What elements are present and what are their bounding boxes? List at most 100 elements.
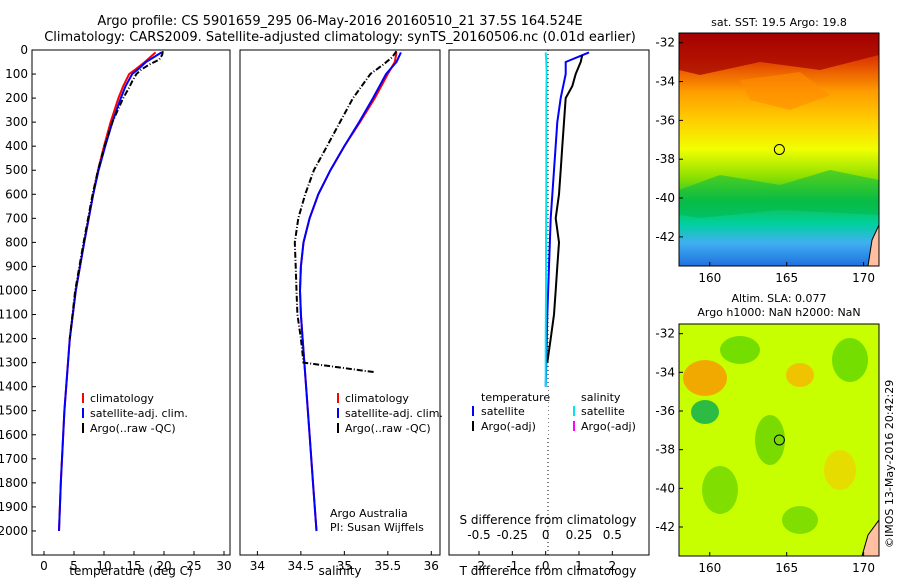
legend-swatch-sal-sat	[573, 406, 575, 416]
x-tick-label: 34	[250, 559, 265, 573]
depth-tick-label: 1700	[0, 452, 28, 466]
legend-swatch-satellite	[82, 408, 84, 418]
top-x-tick-label: -0.5	[467, 528, 490, 542]
lat-tick-label: -42	[655, 230, 675, 244]
legend-swatch-climatology-2	[337, 393, 339, 403]
difference-legend: temperature salinity satellite Argo(-adj…	[470, 388, 644, 438]
temperature-plot-frame	[31, 49, 231, 556]
depth-tick-label: 200	[5, 91, 28, 105]
depth-tick-label: 1300	[0, 356, 28, 370]
sla-map-title-2: Argo h1000: NaN h2000: NaN	[697, 306, 860, 319]
header-line-1: Argo profile: CS 5901659_295 06-May-2016…	[97, 14, 583, 29]
temperature-x-axis: 0 5 10 15 20 25 30	[40, 551, 232, 573]
top-x-tick-label: 0.25	[566, 528, 593, 542]
lat-tick-label: -32	[655, 327, 675, 341]
sla-lon-axis: 160 165 170	[698, 552, 875, 575]
series-line-argo-raw-qc-	[293, 50, 398, 374]
difference-xlabel: T difference from climatology	[459, 564, 637, 578]
depth-tick-label: 1000	[0, 283, 28, 297]
x-tick-label: 30	[216, 559, 231, 573]
lat-tick-label: -38	[655, 152, 675, 166]
sst-lon-axis: 160 165 170	[698, 262, 875, 285]
sst-map-frame	[678, 32, 880, 267]
x-tick-label: 10	[96, 559, 111, 573]
x-tick-label: 20	[156, 559, 171, 573]
lon-tick-label: 170	[852, 561, 875, 575]
x-tick-label: 5	[70, 559, 78, 573]
series-line-temperature-satellite	[544, 51, 590, 387]
sst-lat-axis: -32 -34 -36 -38 -40 -42	[655, 36, 683, 244]
depth-tick-label: 500	[5, 163, 28, 177]
x-tick-label: -1	[506, 559, 518, 573]
difference-x-axis: -2 -1 0 1 2 -0.5 -0.25 0 0.25 0.5	[467, 528, 622, 573]
depth-tick-label: 0	[20, 43, 28, 57]
depth-tick-label: 600	[5, 187, 28, 201]
difference-ylabel-top: S difference from climatology	[460, 513, 637, 527]
lon-tick-label: 170	[852, 271, 875, 285]
x-tick-label: 34.5	[288, 559, 315, 573]
sst-map-panel: sat. SST: 19.5 Argo: 19.8 -32 -34 -36 -38 -4…	[655, 16, 880, 285]
legend-label-temp-argo: Argo(-adj)	[481, 420, 536, 433]
series-line-salinity-satellite	[544, 52, 548, 387]
x-tick-label: 36	[424, 559, 439, 573]
sla-blob-5	[832, 338, 868, 382]
series-line-satellite-adj-clim-	[298, 51, 402, 532]
sst-map-title: sat. SST: 19.5 Argo: 19.8	[711, 16, 847, 29]
sla-blob-9	[782, 506, 818, 534]
legend-label-satellite-2: satellite-adj. clim.	[345, 407, 443, 420]
depth-tick-label: 700	[5, 211, 28, 225]
legend-label-sal-sat: satellite	[581, 405, 625, 418]
depth-tick-label: 1200	[0, 332, 28, 346]
legend-label-argo-2: Argo(..raw -QC)	[345, 422, 431, 435]
legend-sal-title: salinity	[581, 391, 621, 404]
legend-label-argo: Argo(..raw -QC)	[90, 422, 176, 435]
lat-tick-label: -36	[655, 113, 675, 127]
legend-swatch-argo-2	[337, 423, 339, 433]
lat-tick-label: -38	[655, 443, 675, 457]
legend-label-sal-argo: Argo(-adj)	[581, 420, 636, 433]
depth-tick-label: 1100	[0, 308, 28, 322]
legend-swatch-sal-argo	[573, 421, 575, 431]
legend-bg-left	[470, 388, 548, 438]
sla-map-panel: Altim. SLA: 0.077 Argo h1000: NaN h2000:…	[655, 292, 880, 575]
depth-tick-label: 400	[5, 139, 28, 153]
temperature-legend: climatology satellite-adj. clim. Argo(..…	[82, 392, 188, 435]
legend-label-climatology-2: climatology	[345, 392, 409, 405]
sla-blob-8	[824, 450, 856, 490]
top-x-tick-label: -0.25	[497, 528, 528, 542]
x-tick-label: 0	[542, 559, 550, 573]
depth-tick-label: 2000	[0, 524, 28, 538]
sla-blob-1	[683, 360, 727, 396]
depth-tick-label: 900	[5, 259, 28, 273]
timestamp-credit: ©IMOS 13-May-2016 20:42:29	[883, 380, 896, 548]
x-tick-label: 15	[126, 559, 141, 573]
sla-float-marker	[773, 434, 785, 446]
lat-tick-label: -34	[655, 75, 675, 89]
lat-tick-label: -40	[655, 481, 675, 495]
sst-warm-patch	[679, 33, 879, 75]
salinity-legend: climatology satellite-adj. clim. Argo(..…	[337, 392, 443, 435]
lon-tick-label: 160	[698, 271, 721, 285]
sst-coast	[867, 224, 879, 266]
depth-tick-label: 1600	[0, 428, 28, 442]
sla-lat-axis: -32 -34 -36 -38 -40 -42	[655, 327, 683, 534]
sla-blob-2	[691, 400, 719, 424]
temperature-panel: 0100200300400500600700800900100011001200…	[0, 43, 232, 578]
salinity-panel: 34 34.5 35 35.5 36 salinity climatology sate…	[239, 49, 443, 578]
depth-tick-label: 1400	[0, 380, 28, 394]
x-tick-label: 35.5	[374, 559, 401, 573]
lat-tick-label: -32	[655, 36, 675, 50]
depth-tick-label: 800	[5, 235, 28, 249]
sst-orange-patch	[740, 72, 830, 110]
depth-tick-label: 1800	[0, 476, 28, 490]
sla-coast	[861, 519, 879, 556]
credit-pi: PI: Susan Wijffels	[330, 521, 424, 534]
lat-tick-label: -42	[655, 520, 675, 534]
x-tick-label: 35	[337, 559, 352, 573]
depth-tick-label: 300	[5, 115, 28, 129]
salinity-plot-frame	[239, 49, 441, 556]
sla-map-title-1: Altim. SLA: 0.077	[731, 292, 826, 305]
sla-blob-3	[720, 336, 760, 364]
lon-tick-label: 160	[698, 561, 721, 575]
